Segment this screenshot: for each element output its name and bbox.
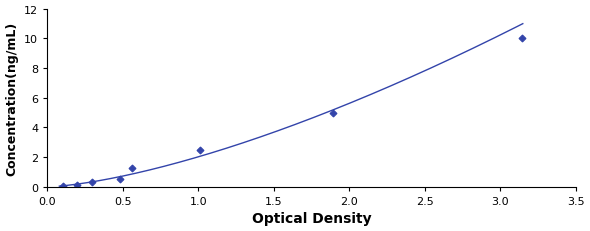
Y-axis label: Concentration(ng/mL): Concentration(ng/mL) [5,21,18,175]
X-axis label: Optical Density: Optical Density [252,212,371,225]
